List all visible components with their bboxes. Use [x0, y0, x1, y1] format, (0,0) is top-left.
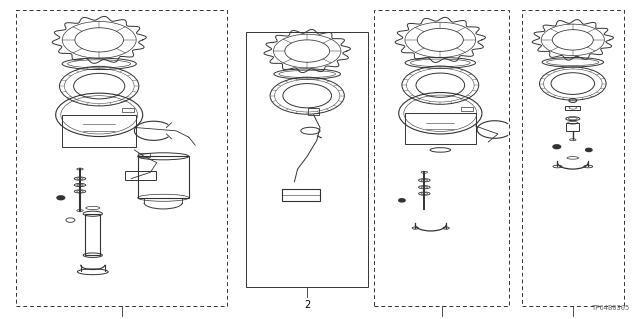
- Bar: [308, 108, 319, 115]
- Bar: [565, 106, 580, 110]
- Circle shape: [66, 218, 75, 222]
- Text: 2: 2: [304, 300, 310, 310]
- Bar: [138, 156, 189, 198]
- Bar: [125, 171, 156, 180]
- Bar: [122, 108, 134, 112]
- Bar: [16, 10, 227, 306]
- Bar: [461, 107, 473, 111]
- Bar: [522, 10, 624, 306]
- Bar: [374, 10, 509, 306]
- Bar: [138, 153, 150, 157]
- Circle shape: [57, 196, 65, 200]
- Bar: [566, 123, 579, 131]
- Text: TP64B0305: TP64B0305: [592, 305, 630, 311]
- Circle shape: [399, 199, 405, 202]
- Circle shape: [586, 148, 592, 152]
- Bar: [62, 115, 136, 147]
- Bar: [246, 32, 368, 287]
- Circle shape: [553, 145, 561, 149]
- Bar: [282, 189, 320, 201]
- Bar: [405, 113, 476, 144]
- Bar: [85, 214, 100, 255]
